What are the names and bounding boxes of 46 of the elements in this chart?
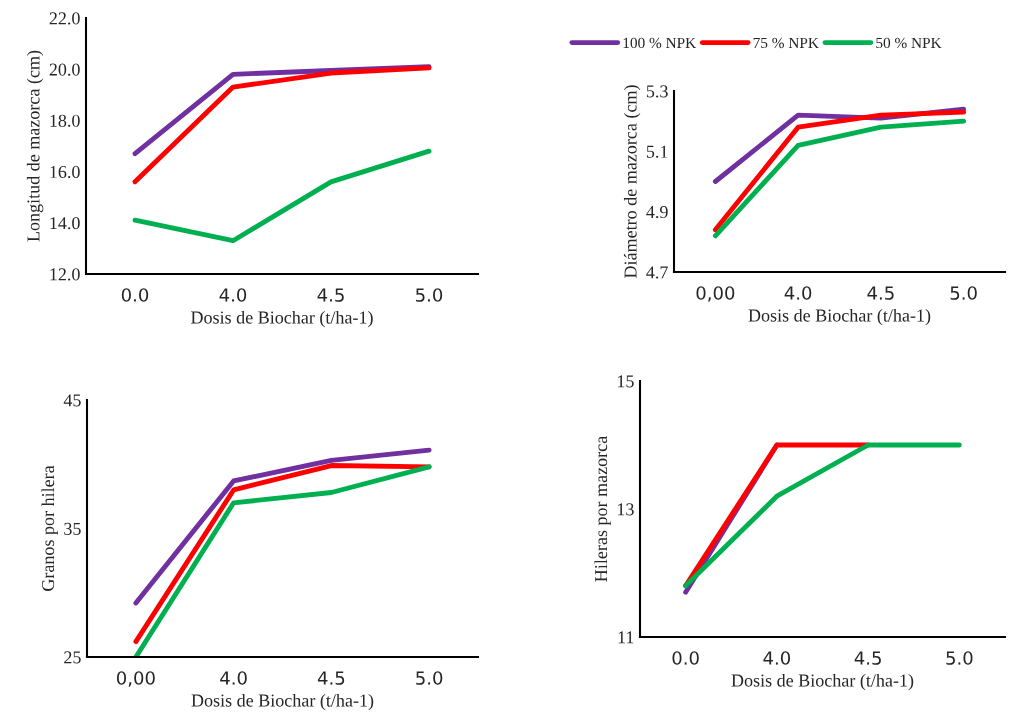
x-axis-title: Dosis de Biochar (t/ha-1) [191,310,373,328]
line-series [132,148,432,244]
y-tick-label: 45 [63,394,81,407]
line-series [132,65,432,185]
y-tick-label: 18.0 [50,114,80,127]
x-axis-title: Dosis de Biochar (t/ha-1) [748,308,931,326]
y-tick-label: 5.3 [646,85,668,98]
y-tick-label: 16.0 [50,165,80,179]
y-tick-label: 22.0 [49,12,80,25]
y-tick-label: 4.7 [646,266,668,279]
x-tick-label: 0,00 [696,286,735,302]
x-tick-label: 4.0 [220,671,247,685]
y-tick-label: 35 [64,522,81,535]
y-axis-title: Longitud de mazorca (cm) [26,50,44,242]
x-tick-label: 0.0 [121,288,149,302]
y-tick-label: 5.1 [646,145,668,158]
legend-label: 100 % NPK [623,37,696,49]
x-tick-label: 5.0 [950,286,977,300]
legend-label: 50 % NPK [876,37,942,49]
y-tick-label: 14.0 [50,217,80,230]
x-tick-label: 0,00 [116,671,155,687]
y-tick-label: 20.0 [49,63,80,76]
x-tick-label: 4.5 [317,288,344,302]
x-axis-title: Dosis de Biochar (t/ha-1) [731,673,914,691]
y-axis-title: Diámetro de mazorca (cm) [623,85,641,278]
y-tick-label: 13 [617,503,634,516]
x-tick-label: 4.5 [854,651,881,665]
y-axis-title: Hileras por mazorca [594,436,611,582]
y-tick-label: 11 [618,631,634,644]
x-tick-label: 5.0 [946,651,973,665]
line-series [133,447,432,606]
y-tick-label: 25 [64,651,81,664]
x-tick-label: 4.0 [784,286,812,300]
y-tick-label: 12.0 [50,268,80,281]
y-tick-label: 15 [617,375,634,388]
x-tick-label: 4.5 [867,286,894,300]
y-tick-label: 4.9 [646,205,668,219]
x-tick-label: 4.5 [317,671,345,685]
x-tick-label: 0.0 [672,651,699,665]
y-axis-title: Granos por hilera [41,465,58,591]
x-tick-label: 4.0 [219,288,247,302]
x-tick-label: 5.0 [416,671,443,685]
x-axis-title: Dosis de Biochar (t/ha-1) [191,693,374,711]
legend-label: 75 % NPK [753,37,819,49]
x-tick-label: 5.0 [416,288,443,302]
x-tick-label: 4.0 [763,651,791,665]
